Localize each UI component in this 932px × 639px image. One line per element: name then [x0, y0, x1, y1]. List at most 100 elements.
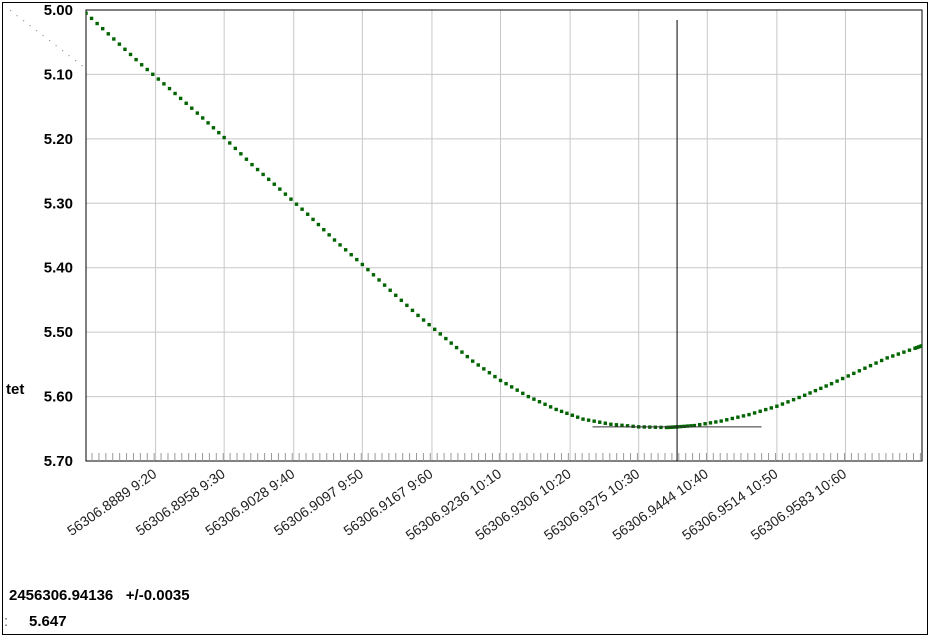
data-point: [896, 352, 901, 356]
data-point: [278, 187, 282, 191]
data-point: [206, 121, 210, 125]
data-point: [797, 395, 801, 400]
y-tick-label: 5.50: [44, 324, 73, 341]
data-point: [537, 400, 542, 404]
data-point: [487, 371, 492, 375]
data-point: [95, 21, 99, 26]
data-point: [791, 397, 796, 402]
data-point: [377, 278, 381, 282]
result-jd: 2456306.94136: [9, 587, 114, 604]
data-point: [382, 283, 387, 287]
data-point: [399, 298, 404, 303]
data-point: [840, 376, 845, 381]
data-point: [250, 162, 254, 167]
offscale-dot: [36, 30, 38, 32]
data-point: [134, 57, 138, 62]
data-point: [112, 37, 116, 41]
data-point: [222, 135, 226, 140]
offscale-dot: [23, 20, 25, 22]
data-point: [195, 111, 200, 115]
data-point: [625, 424, 630, 428]
data-point: [532, 397, 536, 401]
offscale-dot: [42, 35, 44, 37]
data-point: [685, 424, 690, 428]
data-point: [879, 358, 884, 363]
data-point: [521, 391, 525, 396]
data-point: [465, 354, 470, 359]
data-point: [868, 363, 873, 368]
y-tick-label: 5.60: [44, 389, 73, 406]
data-point: [614, 423, 619, 427]
data-point: [586, 418, 591, 422]
data-point: [808, 391, 812, 395]
offscale-dot: [49, 40, 51, 42]
data-point: [267, 177, 271, 182]
data-point: [454, 345, 459, 350]
data-point: [819, 386, 823, 391]
data-point: [747, 412, 751, 417]
data-point: [813, 388, 818, 393]
data-point: [427, 322, 431, 327]
data-point: [570, 413, 574, 417]
data-point: [891, 354, 895, 358]
data-point: [394, 293, 398, 297]
offscale-dot: [29, 25, 31, 27]
offscale-dot: [10, 10, 12, 12]
data-point: [667, 425, 671, 430]
data-point: [128, 52, 133, 57]
data-point: [620, 423, 624, 428]
data-point: [803, 393, 807, 397]
data-point: [178, 96, 183, 101]
data-point: [863, 366, 867, 370]
data-point: [902, 350, 906, 354]
data-point: [371, 273, 376, 277]
y-axis-label: tet: [6, 381, 24, 398]
data-point: [689, 424, 693, 428]
data-point: [515, 388, 519, 392]
data-point: [548, 405, 553, 409]
data-point: [509, 385, 514, 389]
data-point: [327, 233, 331, 237]
minor-ticks: [91, 453, 921, 461]
data-point: [719, 419, 723, 423]
data-point: [201, 116, 205, 120]
data-point: [581, 417, 585, 421]
plot-area-border: [85, 9, 923, 462]
data-point: [355, 257, 359, 262]
data-point: [575, 415, 580, 419]
data-point: [592, 419, 596, 423]
data-point: [239, 152, 243, 156]
data-point: [410, 308, 415, 313]
data-point: [255, 167, 260, 172]
data-point: [360, 262, 365, 267]
data-point: [559, 409, 564, 414]
data-point: [184, 101, 188, 105]
data-point: [316, 222, 321, 227]
data-point: [554, 407, 558, 412]
data-point: [885, 356, 889, 360]
data-point: [824, 384, 828, 388]
data-point: [86, 11, 88, 15]
data-point: [835, 379, 839, 383]
data-point: [769, 406, 774, 410]
data-point: [338, 243, 342, 247]
data-point: [543, 402, 547, 407]
data-point: [752, 411, 757, 415]
data-point: [228, 141, 232, 145]
data-point: [190, 106, 194, 110]
data-point: [504, 381, 508, 386]
data-point: [692, 423, 697, 428]
data-point: [366, 267, 370, 272]
data-point: [526, 394, 531, 399]
data-point: [498, 378, 503, 383]
offscale-dot: [16, 15, 18, 17]
data-point: [874, 361, 878, 365]
data-point: [915, 345, 919, 350]
data-point: [173, 91, 177, 96]
data-point: [167, 86, 172, 91]
data-point: [703, 422, 707, 426]
data-point: [460, 350, 464, 354]
result-value: 5.647: [29, 613, 67, 630]
data-point: [493, 374, 497, 379]
